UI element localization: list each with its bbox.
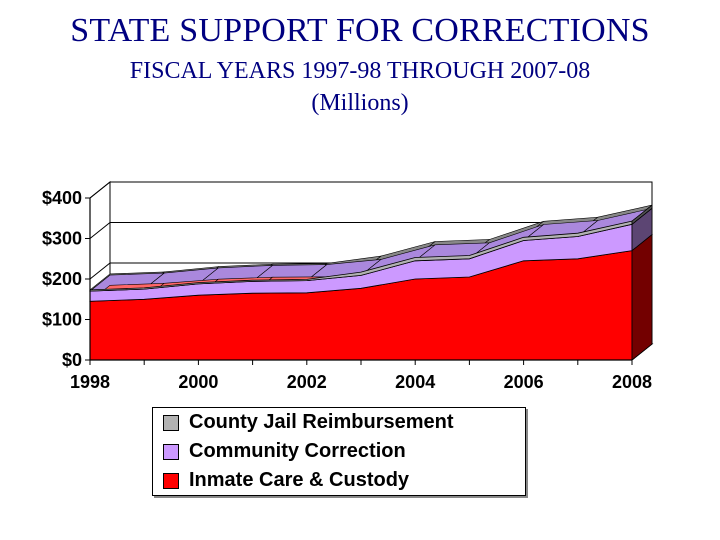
legend-item-county-jail: County Jail Reimbursement — [153, 408, 525, 437]
gridline — [89, 181, 652, 199]
legend-item-inmate-care: Inmate Care & Custody — [153, 466, 525, 495]
x-tick-label: 2002 — [287, 372, 327, 392]
legend-swatch-county-jail — [163, 414, 179, 431]
legend-label-inmate-care: Inmate Care & Custody — [189, 469, 410, 491]
legend-item-community-correction: Community Correction — [153, 437, 525, 466]
y-tick-label: $400 — [42, 188, 82, 208]
y-tick-label: $300 — [42, 229, 82, 249]
chart-units: (Millions) — [311, 90, 409, 116]
legend-swatch-community-correction — [163, 443, 179, 460]
x-tick-label: 2006 — [504, 372, 544, 392]
x-tick-label: 1998 — [70, 372, 110, 392]
legend-swatch-inmate-care — [163, 472, 179, 489]
legend-label-county-jail: County Jail Reimbursement — [189, 411, 454, 433]
series-side-face — [631, 204, 653, 226]
x-tick-label: 2008 — [612, 372, 652, 392]
x-tick-label: 2000 — [178, 372, 218, 392]
chart-title: STATE SUPPORT FOR CORRECTIONS — [70, 12, 650, 49]
y-tick-label: $200 — [42, 269, 82, 289]
y-tick-label: $0 — [62, 350, 82, 370]
series-side-face — [631, 233, 653, 361]
legend: County Jail Reimbursement Community Corr… — [152, 407, 526, 496]
y-tick-label: $100 — [42, 310, 82, 330]
x-tick-label: 2004 — [395, 372, 435, 392]
legend-label-community-correction: Community Correction — [189, 440, 406, 462]
gridline — [89, 222, 652, 239]
chart-subtitle: FISCAL YEARS 1997-98 THROUGH 2007-08 — [129, 58, 591, 84]
